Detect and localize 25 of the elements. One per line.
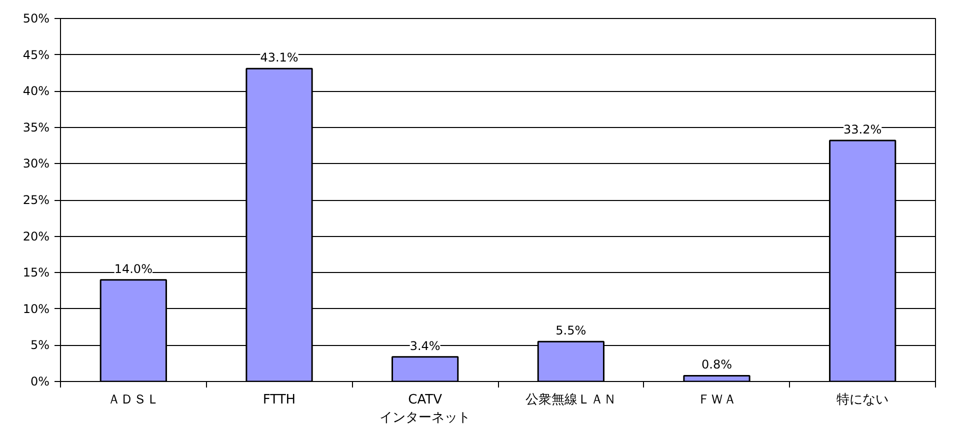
data-label: 0.8% bbox=[702, 358, 732, 372]
x-tick-label: FTTH bbox=[262, 392, 296, 408]
y-tick-label: 30% bbox=[22, 156, 50, 171]
y-tick-label: 10% bbox=[22, 302, 50, 316]
data-label: 43.1% bbox=[260, 50, 298, 65]
data-label: 33.2% bbox=[844, 122, 882, 136]
data-label: 3.4% bbox=[410, 338, 440, 353]
y-tick-label: 35% bbox=[22, 120, 50, 134]
data-label: 14.0% bbox=[114, 262, 152, 276]
data-label: 5.5% bbox=[556, 324, 586, 338]
y-tick-label: 5% bbox=[30, 338, 50, 352]
y-tick-label: 40% bbox=[22, 84, 50, 98]
y-tick-label: 0% bbox=[30, 374, 50, 388]
x-tick-label: 公衆無線ＬＡＮ bbox=[525, 392, 616, 408]
x-tick-label: CATV インターネット bbox=[380, 392, 471, 426]
x-tick-label: 特にない bbox=[836, 392, 889, 408]
y-tick-label: 45% bbox=[22, 48, 50, 62]
x-tick-label: ＦＷＡ bbox=[697, 392, 736, 408]
y-tick-label: 15% bbox=[22, 266, 50, 280]
y-tick-label: 25% bbox=[22, 193, 50, 207]
y-tick-label: 20% bbox=[22, 229, 50, 244]
y-tick-label: 50% bbox=[22, 12, 50, 26]
x-tick-label: ＡＤＳＬ bbox=[107, 392, 160, 408]
bar bbox=[392, 356, 459, 382]
bar bbox=[683, 374, 750, 382]
